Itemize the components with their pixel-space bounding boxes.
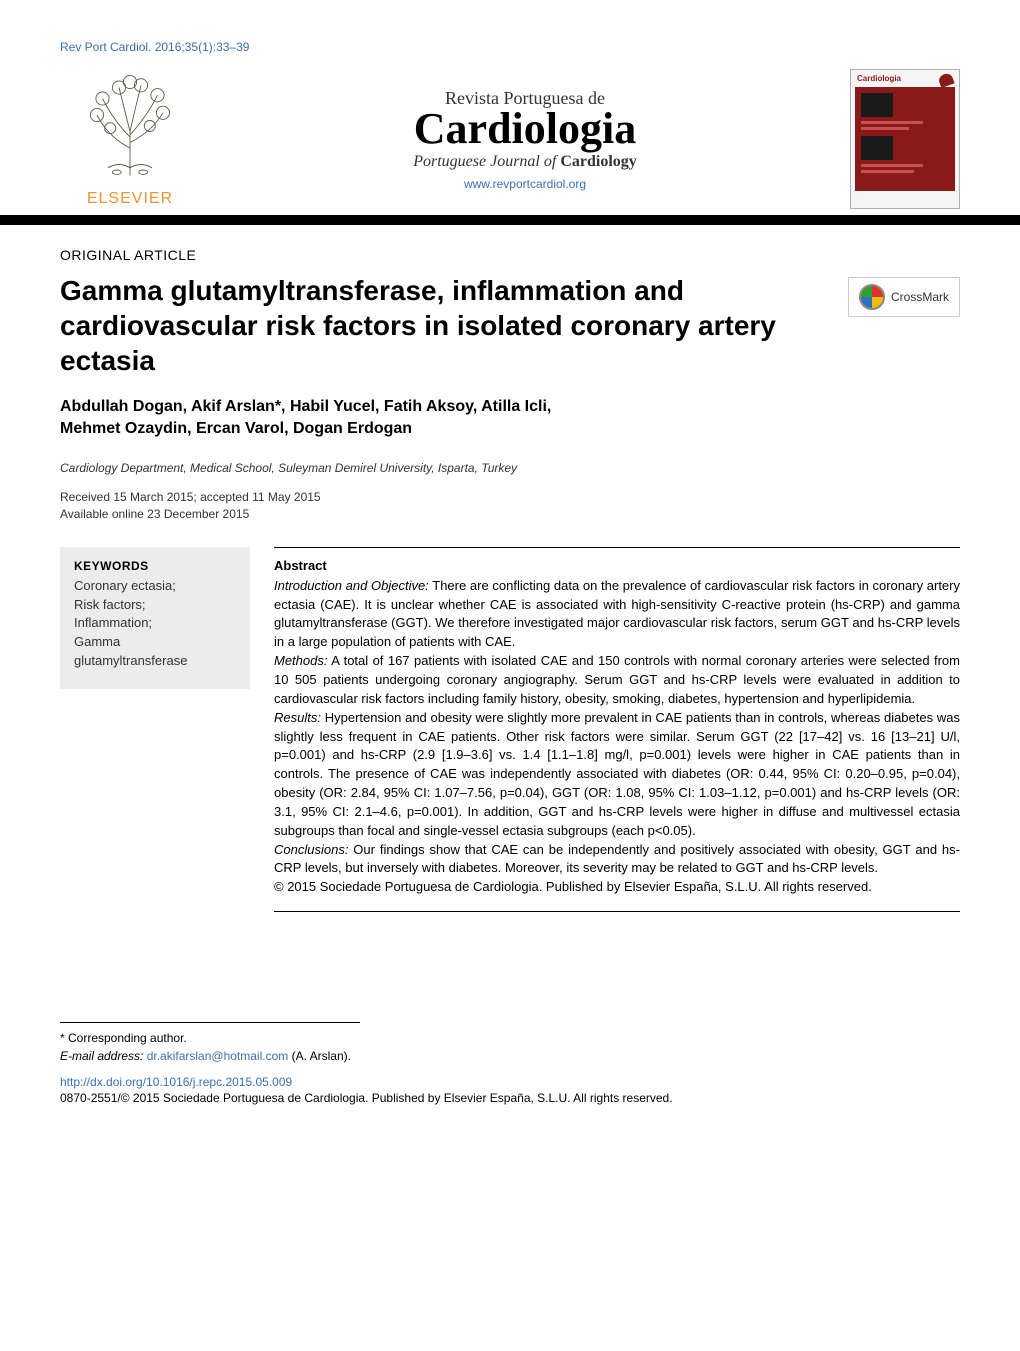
journal-subtitle: Portuguese Journal of Cardiology [220,153,830,171]
abstract-column: Abstract Introduction and Objective: The… [274,547,960,912]
cover-thumbnail: Cardiologia [850,69,960,209]
page-footer: * Corresponding author. E-mail address: … [60,1022,960,1105]
crossmark-icon [859,284,885,310]
article-dates: Received 15 March 2015; accepted 11 May … [60,489,960,523]
keywords-box: KEYWORDS Coronary ectasia; Risk factors;… [60,547,250,912]
corresponding-author: * Corresponding author. E-mail address: … [60,1029,960,1065]
journal-title: Cardiologia [220,107,830,151]
conclusions-label: Conclusions: [274,842,348,857]
authors-line-2: Mehmet Ozaydin, Ercan Varol, Dogan Erdog… [60,420,412,437]
authors-line-1: Abdullah Dogan, Akif Arslan*, Habil Yuce… [60,398,551,415]
abstract-bottom-rule [274,911,960,912]
intro-label: Introduction and Objective: [274,578,429,593]
affiliation: Cardiology Department, Medical School, S… [60,461,960,475]
citation-line: Rev Port Cardiol. 2016;35(1):33–39 [60,40,960,54]
crossmark-label: CrossMark [891,290,949,304]
crossmark-badge[interactable]: CrossMark [848,277,960,317]
keywords-heading: KEYWORDS [74,559,236,573]
available-online: Available online 23 December 2015 [60,507,249,521]
journal-url-link[interactable]: www.revportcardiol.org [220,177,830,191]
elsevier-tree-icon [75,71,185,181]
masthead: ELSEVIER Revista Portuguesa de Cardiolog… [60,69,960,209]
keywords-list: Coronary ectasia; Risk factors; Inflamma… [74,577,236,671]
abstract-heading: Abstract [274,558,960,573]
results-label: Results: [274,710,321,725]
methods-label: Methods: [274,653,327,668]
article-type-label: ORIGINAL ARTICLE [60,247,960,263]
footer-copyright: 0870-2551/© 2015 Sociedade Portuguesa de… [60,1091,960,1105]
received-accepted: Received 15 March 2015; accepted 11 May … [60,490,321,504]
divider-bar [0,215,1020,225]
abstract-body: Introduction and Objective: There are co… [274,577,960,897]
abstract-copyright: © 2015 Sociedade Portuguesa de Cardiolog… [274,879,872,894]
journal-title-block: Revista Portuguesa de Cardiologia Portug… [200,88,850,191]
doi-link[interactable]: http://dx.doi.org/10.1016/j.repc.2015.05… [60,1075,292,1089]
article-title: Gamma glutamyltransferase, inflammation … [60,273,780,378]
elsevier-logo-block: ELSEVIER [60,71,200,208]
footnote-rule [60,1022,360,1023]
elsevier-label: ELSEVIER [60,190,200,208]
author-email-link[interactable]: dr.akifarslan@hotmail.com [147,1049,289,1063]
authors: Abdullah Dogan, Akif Arslan*, Habil Yuce… [60,396,960,439]
